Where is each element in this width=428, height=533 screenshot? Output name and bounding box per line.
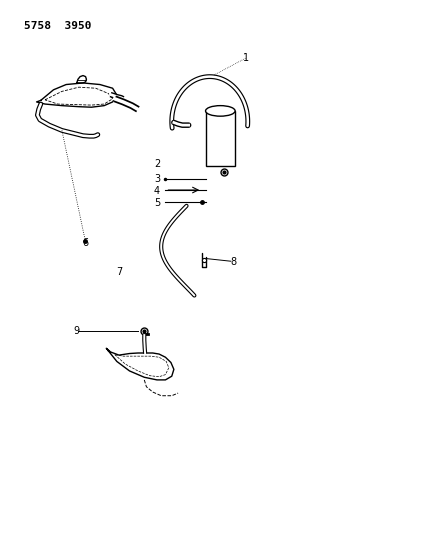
Text: 7: 7 xyxy=(116,267,122,277)
Text: 5758  3950: 5758 3950 xyxy=(24,21,92,31)
Text: 2: 2 xyxy=(154,159,160,168)
Text: 6: 6 xyxy=(82,238,88,248)
Text: 3: 3 xyxy=(154,174,160,184)
Text: 8: 8 xyxy=(230,257,236,267)
Text: 5: 5 xyxy=(154,198,160,208)
Text: 4: 4 xyxy=(154,186,160,196)
Ellipse shape xyxy=(205,106,235,116)
Text: 9: 9 xyxy=(74,326,80,336)
Text: 1: 1 xyxy=(243,53,249,63)
Bar xyxy=(205,111,235,166)
